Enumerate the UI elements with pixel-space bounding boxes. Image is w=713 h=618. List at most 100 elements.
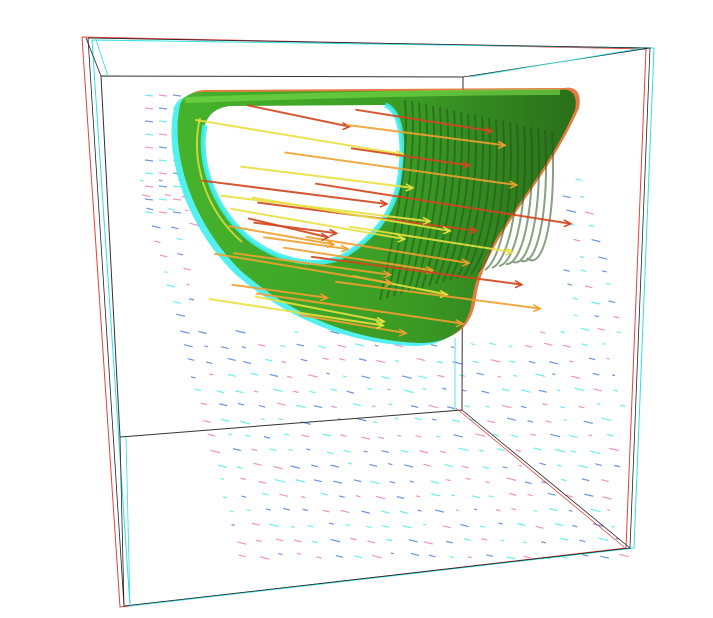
vector-glyph: [614, 464, 621, 468]
vector-arrowhead: [461, 258, 471, 267]
surface-shading: [505, 126, 533, 265]
vector-glyph: [417, 509, 422, 512]
vector-glyph: [200, 402, 208, 406]
vector-glyph: [464, 405, 470, 408]
vector-glyph: [611, 525, 616, 528]
vector-glyph: [180, 330, 190, 334]
vector-glyph: [404, 464, 414, 468]
vector-glyph: [263, 236, 349, 251]
surface-shading: [512, 128, 540, 264]
vector-glyph: [579, 539, 586, 543]
vector-glyph: [606, 433, 614, 437]
vector-glyph: [306, 448, 311, 451]
vector-glyph: [442, 387, 447, 390]
vector-glyph: [144, 159, 154, 162]
vector-glyph: [338, 358, 346, 361]
vector-glyph: [311, 464, 319, 468]
vector-glyph: [554, 523, 564, 527]
vector-glyph: [563, 419, 567, 422]
vector-glyph: [619, 404, 626, 408]
vector-glyph: [465, 477, 471, 481]
vector-glyph: [381, 510, 390, 514]
vector-arrowhead: [532, 303, 543, 313]
vector-glyph: [578, 405, 585, 409]
vector-glyph: [511, 508, 516, 511]
vector-glyph: [446, 540, 453, 544]
vector-glyph: [176, 313, 186, 317]
vector-glyph: [172, 198, 182, 201]
vector-glyph: [269, 373, 279, 378]
vector-glyph: [394, 417, 399, 420]
vector-glyph: [598, 537, 609, 542]
vector-glyph: [183, 267, 192, 271]
vector-glyph: [361, 510, 371, 514]
vector-glyph: [335, 280, 541, 310]
vector-glyph: [552, 373, 556, 376]
vector-glyph: [431, 493, 441, 497]
vector-glyph: [419, 450, 429, 454]
isosurface: [171, 87, 580, 346]
vector-glyph: [600, 555, 610, 559]
vector-glyph: [606, 509, 611, 512]
vector-glyph: [506, 556, 516, 560]
vector-glyph: [265, 508, 271, 511]
vector-glyph: [446, 479, 451, 482]
vector-arrowhead: [398, 328, 408, 337]
vector-glyph: [523, 555, 531, 559]
vector-arrowhead: [320, 293, 330, 302]
vector-glyph: [166, 284, 175, 288]
vector-glyph: [263, 436, 271, 439]
vector-glyph: [205, 361, 213, 365]
vector-glyph: [543, 342, 553, 346]
vector-glyph: [235, 329, 246, 334]
vector-glyph: [606, 357, 610, 360]
vector-glyph: [158, 198, 168, 201]
vector-glyph: [541, 541, 547, 544]
vector-glyph: [189, 222, 200, 227]
vector-glyph: [569, 360, 574, 363]
vector-glyph: [257, 343, 266, 347]
vector-glyph: [430, 480, 440, 484]
vector-glyph: [568, 434, 578, 439]
vector-glyph: [598, 256, 608, 260]
vector-glyph: [609, 447, 620, 452]
vector-glyph: [588, 224, 595, 227]
vector-glyph: [172, 211, 182, 214]
vector-glyph: [296, 552, 302, 555]
vector-glyph: [283, 507, 290, 511]
vector-glyph: [144, 146, 154, 149]
vector-arrowhead: [329, 228, 339, 237]
vector-glyph: [283, 433, 290, 436]
vector-glyph: [479, 449, 484, 452]
vector-glyph: [387, 388, 391, 391]
vector-glyph: [251, 522, 260, 526]
vector-glyph: [278, 418, 284, 421]
vector-glyph: [187, 358, 195, 361]
vector-glyph: [613, 315, 620, 319]
vector-glyph: [451, 494, 456, 497]
vector-glyph: [268, 523, 280, 528]
vector-glyph: [158, 172, 168, 175]
vector-glyph: [581, 554, 589, 557]
vector-glyph: [481, 537, 488, 541]
vector-glyph: [240, 165, 414, 189]
vector-glyph: [254, 295, 385, 323]
vector-arrowhead: [340, 244, 350, 253]
vector-glyph: [355, 108, 493, 133]
vector-glyph: [545, 420, 552, 423]
vector-glyph: [220, 346, 229, 350]
vector-glyph: [567, 283, 573, 286]
vector-glyph: [144, 94, 154, 97]
vector-glyph: [560, 330, 566, 334]
vector-glyph: [144, 172, 154, 175]
vector-glyph: [449, 555, 455, 559]
vector-glyph: [594, 315, 600, 318]
vector-glyph: [580, 327, 590, 332]
vector-glyph: [370, 480, 380, 485]
vector-glyph: [346, 390, 354, 394]
vector-glyph: [602, 342, 606, 345]
vector-glyph: [330, 538, 341, 543]
vector-glyph: [583, 420, 593, 424]
vector-glyph: [562, 195, 571, 199]
